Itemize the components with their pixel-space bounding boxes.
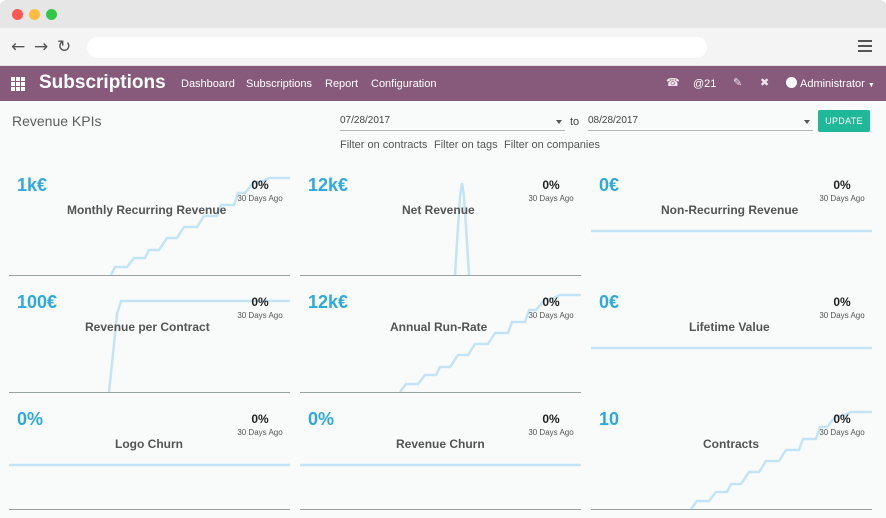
baseline (9, 509, 290, 510)
kpi-change-period: 30 Days Ago (819, 428, 865, 437)
kpi-value: 100€ (17, 292, 58, 312)
sparkline (690, 410, 872, 510)
sparkline (453, 182, 471, 276)
baseline (9, 392, 290, 393)
update-button[interactable]: UPDATE (818, 110, 870, 132)
kpi-change-percent: 0% (251, 178, 269, 192)
sparkline (109, 176, 290, 276)
end-date-value: 08/28/2017 (588, 115, 639, 126)
kpi-change-period: 30 Days Ago (237, 194, 283, 203)
minimize-window-dot[interactable] (29, 9, 40, 20)
phone-icon[interactable]: ☎ (666, 76, 680, 89)
hamburger-menu-icon[interactable] (858, 40, 872, 52)
app-title[interactable]: Subscriptions (39, 72, 166, 93)
address-bar[interactable] (87, 37, 707, 58)
kpi-name: Lifetime Value (689, 320, 770, 334)
kpi-value: 0€ (599, 292, 620, 312)
kpi-change-percent: 0% (833, 412, 851, 426)
browser-toolbar: ← → ↻ (0, 28, 886, 66)
window-titlebar (0, 0, 886, 28)
kpi-change-percent: 0% (833, 295, 851, 309)
kpi-card-net-revenue[interactable]: 12k€ 0% 30 Days Ago Net Revenue (300, 167, 581, 276)
maximize-window-dot[interactable] (46, 9, 57, 20)
baseline (300, 509, 581, 510)
sparkline (591, 346, 872, 350)
kpi-name: Revenue per Contract (85, 320, 210, 334)
mentions-counter[interactable]: @21 (693, 78, 717, 90)
kpi-card-revenue-per-contract[interactable]: 100€ 0% 30 Days Ago Revenue per Contract (9, 284, 290, 393)
kpi-value: 0% (308, 409, 335, 429)
kpi-name: Annual Run-Rate (390, 320, 488, 334)
arrow-left-icon[interactable]: ← (11, 37, 26, 57)
kpi-card-non-recurring[interactable]: 0€ 0% 30 Days Ago Non-Recurring Revenue (591, 167, 872, 276)
kpi-change-period: 30 Days Ago (819, 311, 865, 320)
apps-grid-icon[interactable] (11, 77, 25, 91)
kpi-change-percent: 0% (542, 178, 560, 192)
baseline (300, 392, 581, 393)
kpi-value: 0€ (599, 175, 620, 195)
kpi-value: 10 (599, 409, 620, 429)
kpi-change-percent: 0% (251, 295, 269, 309)
kpi-card-mrr[interactable]: 1k€ 0% 30 Days Ago Monthly Recurring Rev… (9, 167, 290, 276)
kpi-name: Non-Recurring Revenue (661, 203, 799, 217)
menu-subscriptions[interactable]: Subscriptions (246, 78, 313, 90)
chevron-down-icon: ▼ (867, 82, 875, 89)
baseline (300, 275, 581, 276)
avatar (786, 77, 797, 88)
kpi-value: 0% (17, 409, 44, 429)
user-name: Administrator (800, 78, 865, 90)
app-navbar: Subscriptions Dashboard Subscriptions Re… (0, 66, 886, 101)
kpi-card-lifetime-value[interactable]: 0€ 0% 30 Days Ago Lifetime Value (591, 284, 872, 393)
kpi-change-period: 30 Days Ago (819, 194, 865, 203)
kpi-change-period: 30 Days Ago (528, 428, 574, 437)
reload-icon[interactable]: ↻ (57, 37, 72, 57)
menu-dashboard[interactable]: Dashboard (181, 78, 235, 90)
kpi-name: Net Revenue (402, 203, 475, 217)
menu-configuration[interactable]: Configuration (371, 78, 437, 90)
arrow-right-icon[interactable]: → (34, 37, 49, 57)
menu-report[interactable]: Report (325, 78, 359, 90)
sparkline (399, 293, 581, 393)
filter-companies[interactable]: Filter on companies (504, 139, 600, 151)
kpi-change-period: 30 Days Ago (528, 194, 574, 203)
sparkline (591, 229, 872, 233)
date-range-separator: to (570, 116, 580, 128)
kpi-card-logo-churn[interactable]: 0% 0% 30 Days Ago Logo Churn (9, 401, 290, 510)
sparkline (9, 463, 290, 467)
user-menu[interactable]: Administrator ▼ (786, 77, 875, 93)
sparkline (107, 299, 290, 393)
kpi-card-contracts[interactable]: 10 0% 30 Days Ago Contracts (591, 401, 872, 510)
start-date-value: 07/28/2017 (340, 115, 391, 126)
kpi-change-percent: 0% (833, 178, 851, 192)
filter-tags[interactable]: Filter on tags (434, 139, 498, 151)
kpi-name: Contracts (703, 437, 760, 451)
start-date-select[interactable]: 07/28/2017 (340, 113, 565, 131)
kpi-value: 12k€ (308, 175, 349, 195)
kpi-change-percent: 0% (542, 295, 560, 309)
kpi-name: Monthly Recurring Revenue (67, 203, 227, 217)
kpi-value: 1k€ (17, 175, 48, 195)
kpi-card-annual-run-rate[interactable]: 12k€ 0% 30 Days Ago Annual Run-Rate (300, 284, 581, 393)
chat-icon[interactable]: ✎ (733, 76, 743, 89)
filter-contracts[interactable]: Filter on contracts (340, 139, 428, 151)
kpi-name: Revenue Churn (396, 437, 485, 451)
baseline (9, 275, 290, 276)
baseline (591, 509, 872, 510)
chevron-down-icon (804, 120, 810, 124)
kpi-name: Logo Churn (115, 437, 183, 451)
sparkline (300, 463, 581, 467)
kpi-card-revenue-churn[interactable]: 0% 0% 30 Days Ago Revenue Churn (300, 401, 581, 510)
kpi-change-percent: 0% (251, 412, 269, 426)
kpi-change-period: 30 Days Ago (237, 311, 283, 320)
chevron-down-icon (556, 120, 562, 124)
kpi-change-percent: 0% (542, 412, 560, 426)
end-date-select[interactable]: 08/28/2017 (588, 113, 813, 131)
kpi-value: 12k€ (308, 292, 349, 312)
page-title: Revenue KPIs (12, 113, 102, 129)
close-window-dot[interactable] (12, 9, 23, 20)
tools-icon[interactable]: ✖ (760, 76, 770, 89)
kpi-change-period: 30 Days Ago (528, 311, 574, 320)
dashboard-content: Revenue KPIs 07/28/2017 to 08/28/2017 UP… (0, 101, 886, 518)
kpi-change-period: 30 Days Ago (237, 428, 283, 437)
